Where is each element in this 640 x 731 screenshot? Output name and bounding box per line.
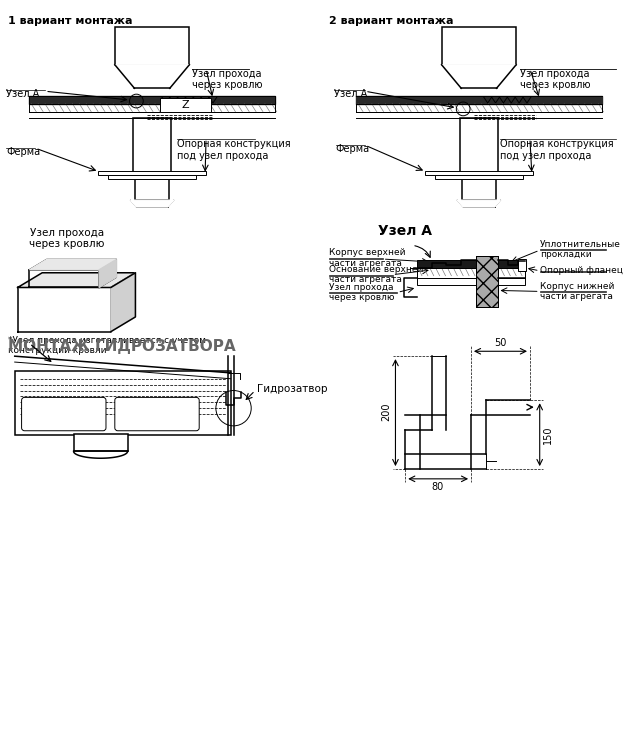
Bar	[476, 256, 497, 307]
Text: *Узел прохода изготавливается с учетом
конструкции кровли: *Узел прохода изготавливается с учетом к…	[8, 336, 206, 355]
FancyBboxPatch shape	[22, 398, 106, 431]
Bar	[462, 178, 495, 200]
Text: 50: 50	[494, 338, 507, 349]
Polygon shape	[29, 112, 275, 118]
Bar	[460, 118, 497, 173]
Bar	[108, 175, 196, 178]
Text: 150: 150	[543, 425, 553, 444]
Bar	[15, 371, 230, 435]
Text: Z: Z	[182, 100, 189, 110]
Bar	[136, 178, 169, 200]
Bar	[417, 268, 525, 278]
Text: Узел А: Узел А	[378, 224, 432, 238]
Bar	[98, 171, 206, 175]
Text: 2 вариант монтажа: 2 вариант монтажа	[329, 15, 453, 26]
Polygon shape	[29, 96, 275, 104]
Text: Опорная конструкция
под узел прохода: Опорная конструкция под узел прохода	[500, 140, 614, 161]
Polygon shape	[131, 200, 173, 207]
Text: Узел А: Узел А	[6, 89, 39, 99]
Text: Уплотнительные
прокладки: Уплотнительные прокладки	[540, 240, 621, 259]
Text: Гидрозатвор: Гидрозатвор	[257, 384, 328, 393]
FancyBboxPatch shape	[115, 398, 199, 431]
Text: 200: 200	[381, 403, 392, 421]
Polygon shape	[356, 96, 602, 104]
Text: Узел прохода
через кровлю: Узел прохода через кровлю	[29, 227, 104, 249]
Text: Опорная конструкция
под узел прохода: Опорная конструкция под узел прохода	[177, 140, 291, 161]
Polygon shape	[99, 260, 116, 287]
Polygon shape	[18, 273, 136, 287]
Bar	[425, 171, 533, 175]
Text: Узел прохода
через кровлю: Узел прохода через кровлю	[329, 283, 394, 302]
Text: 80: 80	[431, 482, 444, 492]
Bar	[518, 259, 526, 270]
Bar	[134, 118, 171, 173]
Text: Ферма: Ферма	[335, 144, 370, 154]
Bar	[74, 433, 127, 451]
Text: Узел А: Узел А	[333, 89, 367, 99]
Bar	[435, 175, 523, 178]
Text: Корпус верхней
части агрегата: Корпус верхней части агрегата	[329, 249, 405, 268]
Bar	[160, 98, 211, 112]
Polygon shape	[442, 65, 516, 88]
Polygon shape	[115, 65, 189, 88]
Text: 1 вариант монтажа: 1 вариант монтажа	[8, 15, 132, 26]
Polygon shape	[458, 200, 500, 207]
Bar	[417, 260, 525, 268]
Text: Основание верхней
части агрегата: Основание верхней части агрегата	[329, 265, 423, 284]
Text: МОНТАЖ ГИДРОЗАТВОРА: МОНТАЖ ГИДРОЗАТВОРА	[8, 338, 236, 354]
Bar	[115, 28, 189, 65]
Bar	[476, 256, 497, 307]
Bar	[417, 278, 525, 284]
Polygon shape	[356, 112, 602, 118]
Polygon shape	[29, 260, 116, 270]
Bar	[442, 28, 516, 65]
Text: Узел прохода
через кровлю: Узел прохода через кровлю	[520, 69, 591, 90]
Text: Узел прохода
через кровлю: Узел прохода через кровлю	[193, 69, 263, 90]
Polygon shape	[111, 273, 136, 332]
Text: Ферма: Ферма	[6, 147, 40, 157]
Text: Опорный фланец: Опорный фланец	[540, 266, 623, 276]
Text: Корпус нижней
части агрегата: Корпус нижней части агрегата	[540, 281, 614, 301]
